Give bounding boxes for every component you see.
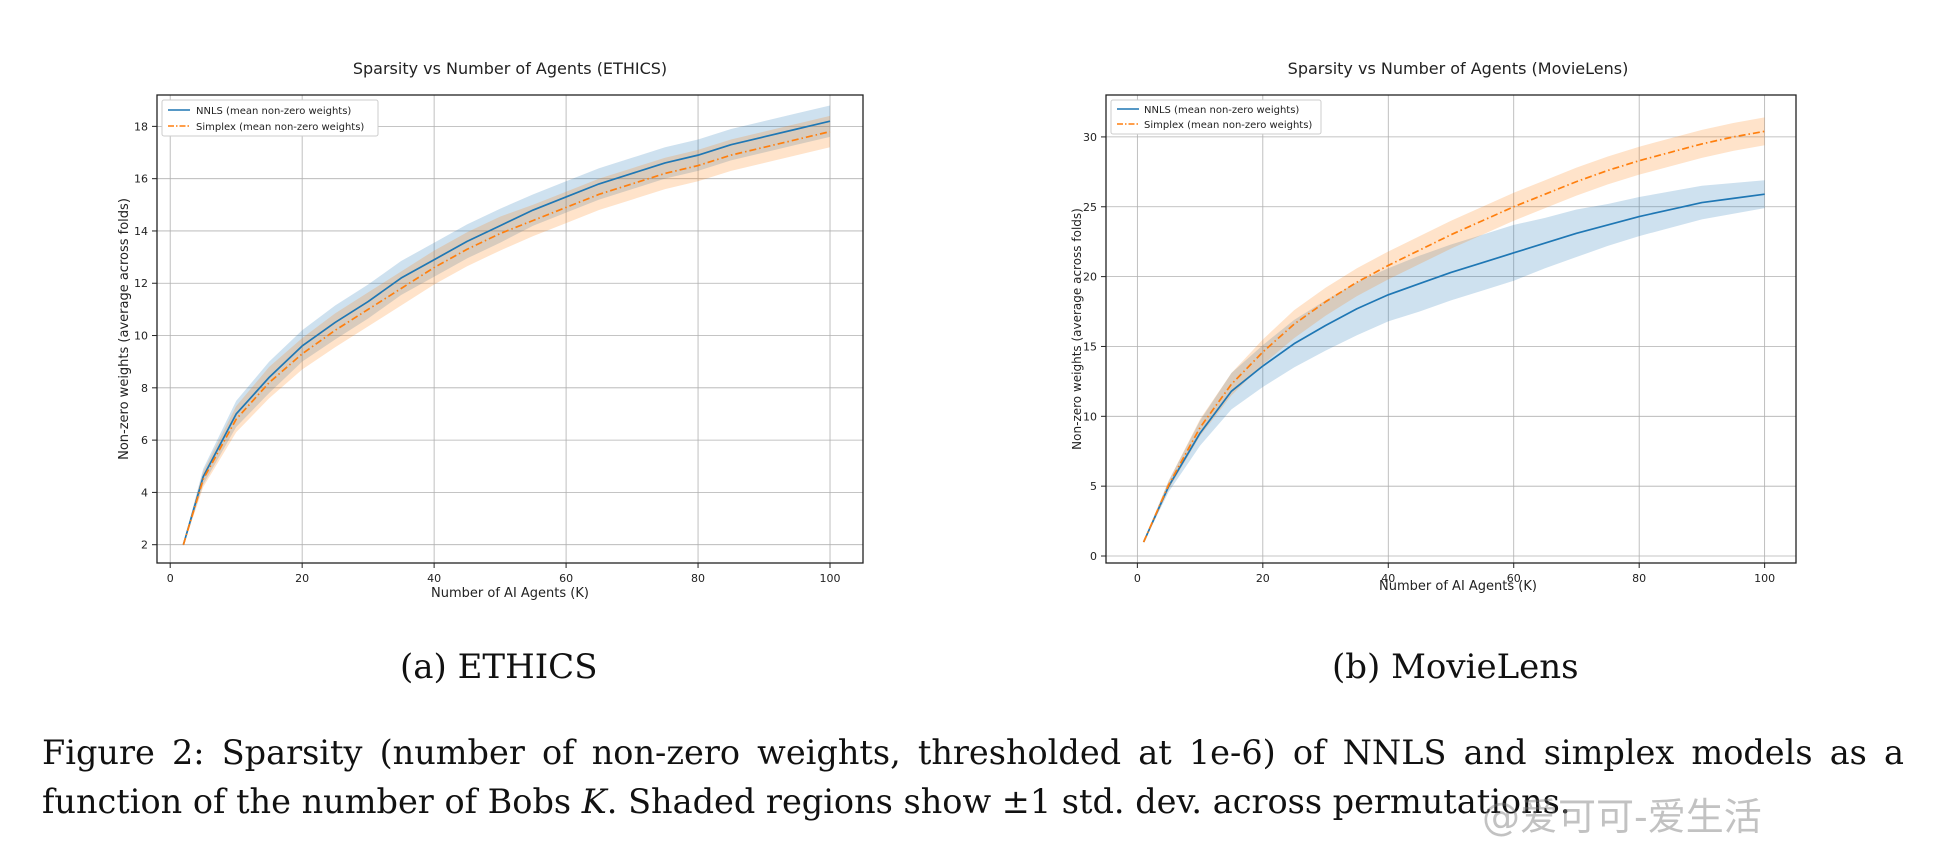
y-tick-label: 2: [141, 539, 148, 552]
x-tick-label: 20: [295, 572, 309, 585]
subfigure-caption-a: (a) ETHICS: [400, 647, 598, 687]
x-tick-label: 100: [820, 572, 841, 585]
legend-label-nnls: NNLS (mean non-zero weights): [1144, 105, 1299, 116]
plot-frame: [1105, 94, 1797, 564]
y-tick-label: 8: [141, 382, 148, 395]
y-axis-label: Non-zero weights (average across folds): [1070, 208, 1084, 450]
y-tick-label: 4: [141, 486, 148, 499]
y-tick-label: 16: [134, 173, 148, 186]
figure-caption: Figure 2: Sparsity (number of non-zero w…: [42, 728, 1904, 826]
y-axis-label: Non-zero weights (average across folds): [117, 198, 132, 460]
x-tick-label: 20: [1256, 572, 1270, 585]
y-tick-label: 10: [1083, 410, 1097, 423]
x-axis-label: Number of AI Agents (K): [1379, 579, 1537, 594]
legend: NNLS (mean non-zero weights) Simplex (me…: [1110, 99, 1322, 135]
x-tick-label: 40: [427, 572, 441, 585]
legend-box: [161, 99, 379, 137]
y-tick-label: 5: [1090, 480, 1097, 493]
chart-movielens: 0 20 40 60 80 100 0 5 10 15 20 25 30 Sparsity vs Num…: [1070, 59, 1797, 594]
y-tick-label: 20: [1083, 271, 1097, 284]
legend-label-nnls: NNLS (mean non-zero weights): [196, 106, 351, 117]
legend-box: [1110, 99, 1322, 135]
chart-title: Sparsity vs Number of Agents (MovieLens): [1288, 59, 1629, 78]
nnls-mean-line: [182, 120, 831, 545]
chart-title: Sparsity vs Number of Agents (ETHICS): [353, 59, 667, 78]
x-tick-label: 0: [1134, 572, 1141, 585]
y-tick-label: 18: [134, 120, 148, 133]
x-tick-label: 80: [691, 572, 705, 585]
legend-label-simplex: Simplex (mean non-zero weights): [196, 122, 364, 133]
watermark: @爱可可-爱生活: [1482, 795, 1762, 839]
plot-area-background: [157, 95, 863, 563]
x-tick-label: 60: [1507, 572, 1521, 585]
nnls-mean-line: [1142, 193, 1765, 543]
simplex-std-band: [183, 115, 831, 547]
figure-caption-line-1: Figure 2: Sparsity (number of non-zero w…: [42, 733, 1904, 772]
y-tick-label: 10: [134, 330, 148, 343]
x-tick-label: 60: [559, 572, 573, 585]
x-tick-label: 100: [1754, 572, 1775, 585]
x-axis-label: Number of AI Agents (K): [431, 586, 589, 601]
y-tick-label: 0: [1090, 550, 1097, 563]
y-tick-label: 6: [141, 434, 148, 447]
x-tick-label: 0: [167, 572, 174, 585]
figure-caption-line-2: function of the number of Bobs 𝐾. Shaded…: [42, 782, 1571, 821]
x-tick-label: 80: [1632, 572, 1646, 585]
plot-area-background: [1106, 95, 1796, 563]
y-tick-label: 14: [134, 225, 148, 238]
simplex-mean-line: [1142, 130, 1765, 543]
y-tick-label: 30: [1083, 131, 1097, 144]
y-tick-label: 15: [1083, 340, 1097, 353]
subfigure-caption-b: (b) MovieLens: [1332, 647, 1579, 687]
x-tick-label: 40: [1381, 572, 1395, 585]
nnls-std-band: [183, 105, 831, 547]
legend-label-simplex: Simplex (mean non-zero weights): [1144, 120, 1312, 131]
y-tick-label: 12: [134, 277, 148, 290]
plot-frame: [156, 94, 864, 564]
legend: NNLS (mean non-zero weights) Simplex (me…: [161, 99, 379, 137]
y-tick-label: 25: [1083, 201, 1097, 214]
chart-ethics: 0 20 40 60 80 100 2 4 6 8 10 12 14 16 18 Sparsity vs N…: [117, 59, 864, 601]
